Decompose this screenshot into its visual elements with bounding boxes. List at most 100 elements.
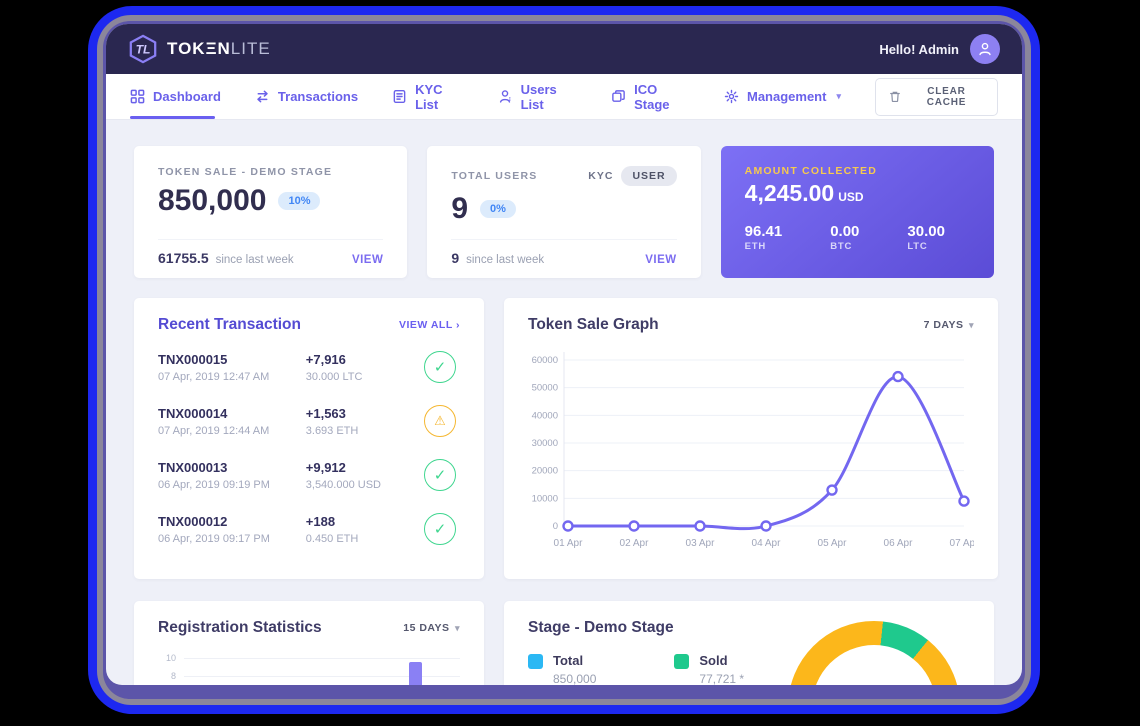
amount-btc: 0.00 BTC: [830, 223, 860, 252]
arrow-right-icon: ›: [456, 319, 460, 331]
amount-eth: 96.41 ETH: [744, 223, 783, 252]
nav-label: Users List: [520, 81, 557, 112]
svg-text:20000: 20000: [532, 466, 558, 477]
check-icon: ✓: [423, 351, 456, 383]
token-sale-line-chart: 0 10000 20000 30000 40000 50000 60000 01 Apr 02 …: [532, 352, 979, 549]
user-icon: [979, 42, 991, 56]
total-users-card: TOTAL USERS KYC USER 9 0% 9 since last w…: [427, 146, 701, 278]
token-sale-card: TOKEN SALE - DEMO STAGE 850,000 10% 6175…: [134, 146, 408, 278]
y-tick: 10: [165, 653, 176, 663]
tokenlite-logo-icon: TL: [128, 34, 158, 64]
nav-item-transactions[interactable]: Transactions: [255, 74, 358, 119]
brand-name: TOKΞNLITE: [167, 39, 271, 58]
nav-label: Dashboard: [153, 89, 221, 104]
total-swatch: [528, 654, 543, 669]
total-users-label: TOTAL USERS: [451, 170, 538, 182]
device-frame: TL TOKΞNLITE Hello! Admin: [88, 6, 1040, 714]
svg-text:05 Apr: 05 Apr: [818, 538, 848, 549]
swap-icon: [255, 89, 270, 104]
trash-icon: [890, 91, 900, 103]
svg-text:04 Apr: 04 Apr: [752, 538, 782, 549]
stage-title: Stage - Demo Stage: [528, 619, 674, 636]
chevron-down-icon: ▾: [454, 623, 460, 633]
token-sale-badge: 10%: [278, 192, 321, 210]
nav-item-dashboard[interactable]: Dashboard: [130, 74, 221, 119]
svg-text:02 Apr: 02 Apr: [620, 538, 650, 549]
legend-sold: Sold 77,721 *: [674, 653, 744, 685]
toggle-kyc[interactable]: KYC: [588, 170, 614, 182]
svg-text:50000: 50000: [532, 383, 558, 394]
device-frame-base: TL TOKΞNLITE Hello! Admin: [103, 21, 1025, 699]
nav-label: Management: [746, 89, 827, 104]
recent-transactions-panel: Recent Transaction VIEW ALL › TNX000015 0…: [134, 298, 484, 579]
registration-range-select[interactable]: 15 DAYS ▾: [403, 622, 460, 634]
svg-text:0: 0: [553, 521, 558, 532]
app-window: TL TOKΞNLITE Hello! Admin: [106, 24, 1022, 685]
sold-swatch: [674, 654, 690, 669]
chevron-down-icon: ▾: [836, 91, 841, 101]
toggle-user[interactable]: USER: [621, 166, 677, 186]
view-all-link[interactable]: VIEW ALL ›: [398, 319, 460, 331]
cube-icon: [611, 89, 626, 104]
dashboard-body: TOKEN SALE - DEMO STAGE 850,000 10% 6175…: [106, 120, 1022, 685]
svg-text:07 Apr: 07 Apr: [950, 538, 974, 549]
nav-item-users-list[interactable]: Users List: [498, 74, 578, 119]
transaction-row[interactable]: TNX000015 07 Apr, 2019 12:47 AM +7,916 30.…: [158, 340, 460, 394]
svg-text:03 Apr: 03 Apr: [686, 538, 716, 549]
clear-cache-label: CLEAR CACHE: [926, 85, 967, 108]
registration-statistics-panel: Registration Statistics 15 DAYS ▾ 10 8: [134, 601, 484, 685]
stage-demo-panel: Stage - Demo Stage Total 850,000: [504, 601, 994, 685]
users-kyc-toggle: KYC USER: [588, 166, 677, 186]
registration-bar-chart: 10 8: [158, 653, 460, 685]
greeting-text: Hello! Admin: [879, 41, 959, 57]
graph-title: Token Sale Graph: [528, 316, 659, 333]
y-tick: 8: [170, 671, 176, 681]
main-nav: Dashboard Transactions KYC List: [106, 74, 1022, 120]
transaction-row[interactable]: TNX000012 06 Apr, 2019 09:17 PM +188 0.450…: [158, 502, 460, 556]
amount-currency: USD: [838, 190, 864, 204]
registration-title: Registration Statistics: [158, 619, 322, 636]
svg-text:30000: 30000: [532, 438, 558, 449]
grid-icon: [130, 89, 145, 104]
device-frame-inner: TL TOKΞNLITE Hello! Admin: [97, 15, 1031, 705]
nav-item-ico-stage[interactable]: ICO Stage: [611, 74, 690, 119]
token-sale-label: TOKEN SALE - DEMO STAGE: [158, 166, 333, 178]
nav-item-management[interactable]: Management ▾: [724, 74, 841, 119]
total-users-badge: 0%: [480, 200, 516, 218]
check-icon: ✓: [423, 459, 456, 491]
brand-logo[interactable]: TL TOKΞNLITE: [128, 34, 271, 64]
amount-collected-card: AMOUNT COLLECTED 4,245.00 USD 96.41 ETH 0…: [720, 146, 994, 278]
user-avatar[interactable]: [970, 34, 1000, 64]
total-users-view-link[interactable]: VIEW: [645, 254, 677, 266]
svg-text:10000: 10000: [532, 493, 558, 504]
warning-icon: ⚠: [423, 405, 456, 437]
nav-label: ICO Stage: [634, 81, 670, 112]
user-icon: [498, 89, 513, 104]
stage-legend: Total 850,000 Sold 77,721 *: [528, 653, 970, 685]
token-sale-value: 850,000: [158, 184, 267, 217]
token-sale-graph-panel: Token Sale Graph 7 DAYS ▾ 0 10000 20000 300…: [504, 298, 998, 579]
amount-ltc: 30.00 LTC: [907, 223, 945, 252]
graph-range-select[interactable]: 7 DAYS ▾: [923, 319, 974, 331]
total-users-caption: since last week: [466, 254, 545, 266]
svg-text:01 Apr: 01 Apr: [554, 538, 584, 549]
transaction-row[interactable]: TNX000014 07 Apr, 2019 12:44 AM +1,563 3.6…: [158, 394, 460, 448]
nav-item-kyc-list[interactable]: KYC List: [392, 74, 463, 119]
token-sale-view-link[interactable]: VIEW: [351, 254, 384, 266]
check-icon: ✓: [423, 513, 456, 545]
list-icon: [392, 89, 407, 104]
svg-text:60000: 60000: [532, 355, 558, 366]
token-sale-caption: since last week: [215, 254, 294, 266]
amount-collected-value: 4,245.00 USD: [744, 180, 864, 206]
nav-label: KYC List: [415, 81, 443, 112]
stage-donut-chart: [788, 621, 960, 685]
transaction-row[interactable]: TNX000013 06 Apr, 2019 09:19 PM +9,912 3,5…: [158, 448, 460, 502]
gear-icon: [724, 89, 739, 104]
total-users-value: 9: [451, 192, 469, 225]
registration-bar: [408, 662, 422, 685]
transactions-title: Recent Transaction: [158, 316, 301, 333]
svg-text:TL: TL: [136, 43, 151, 57]
clear-cache-button[interactable]: CLEAR CACHE: [874, 77, 999, 116]
svg-text:40000: 40000: [532, 410, 558, 421]
legend-total: Total 850,000: [528, 653, 596, 685]
